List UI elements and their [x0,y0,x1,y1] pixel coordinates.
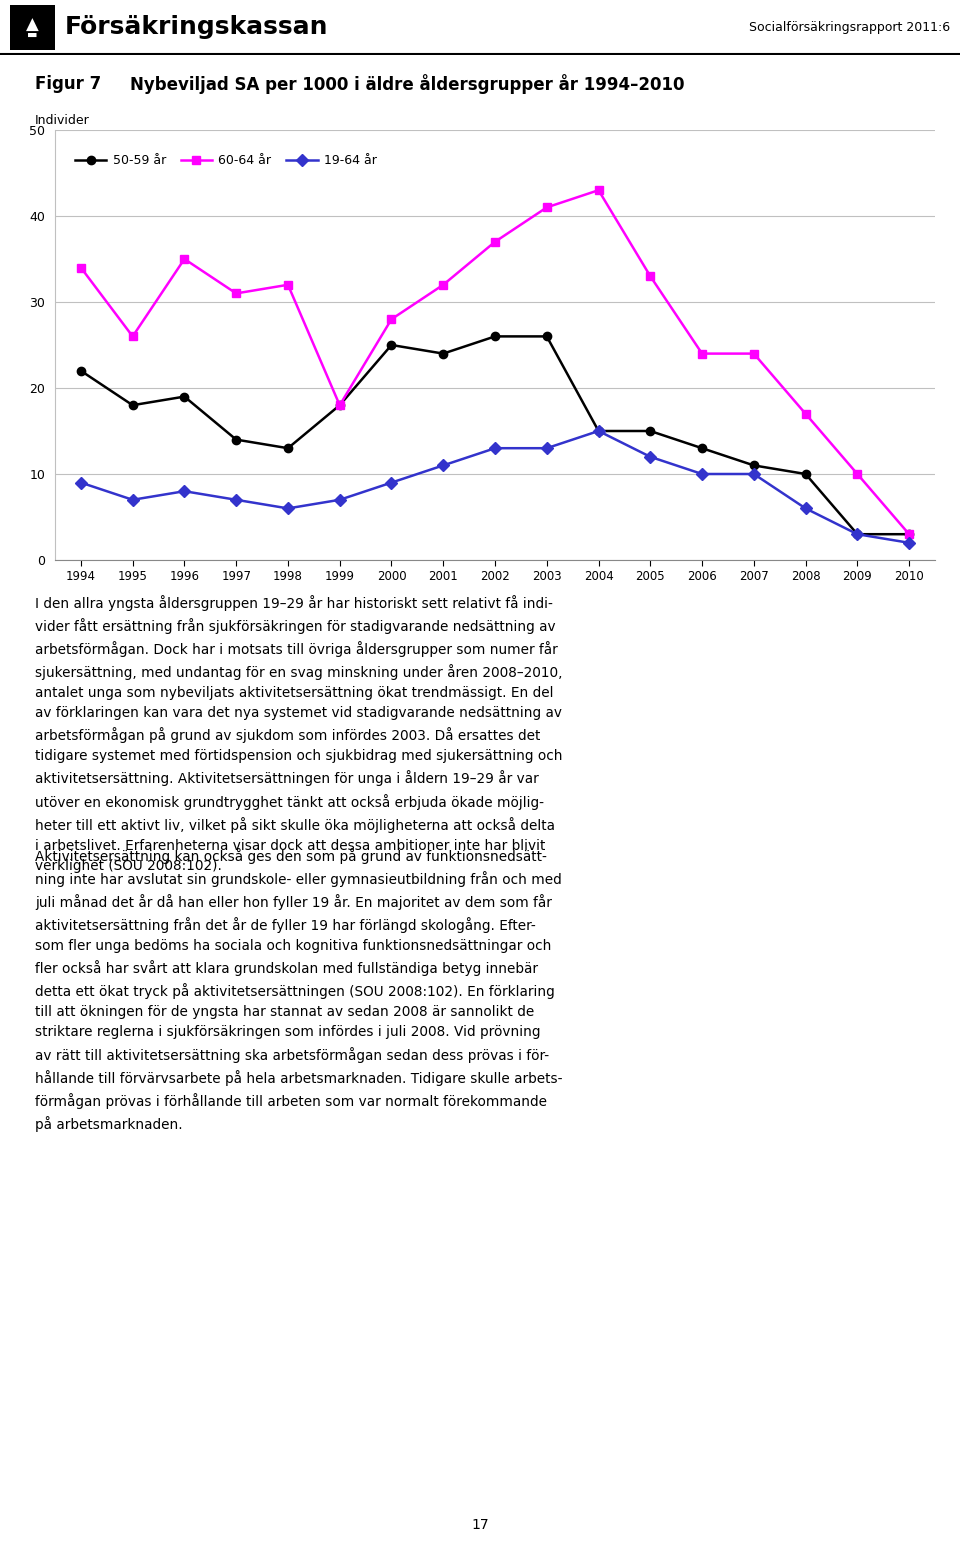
Text: I den allra yngsta åldersgruppen 19–29 år har historiskt sett relativt få indi-
: I den allra yngsta åldersgruppen 19–29 å… [35,595,563,872]
Text: ▲: ▲ [26,16,38,34]
Legend: 50-59 år, 60-64 år, 19-64 år: 50-59 år, 60-64 år, 19-64 år [70,150,382,171]
Text: Nybeviljad SA per 1000 i äldre åldersgrupper år 1994–2010: Nybeviljad SA per 1000 i äldre åldersgru… [130,75,684,93]
Text: Figur 7: Figur 7 [35,75,101,93]
Text: Socialförsäkringsrapport 2011:6: Socialförsäkringsrapport 2011:6 [749,20,950,34]
Text: Försäkringskassan: Försäkringskassan [65,16,328,39]
Text: 17: 17 [471,1517,489,1532]
Text: ▬: ▬ [27,30,37,39]
Text: Aktivitetsersättning kan också ges den som på grund av funktionsnedsätt-
ning in: Aktivitetsersättning kan också ges den s… [35,848,563,1131]
Text: Individer: Individer [35,114,89,128]
Bar [10,5,55,50]
